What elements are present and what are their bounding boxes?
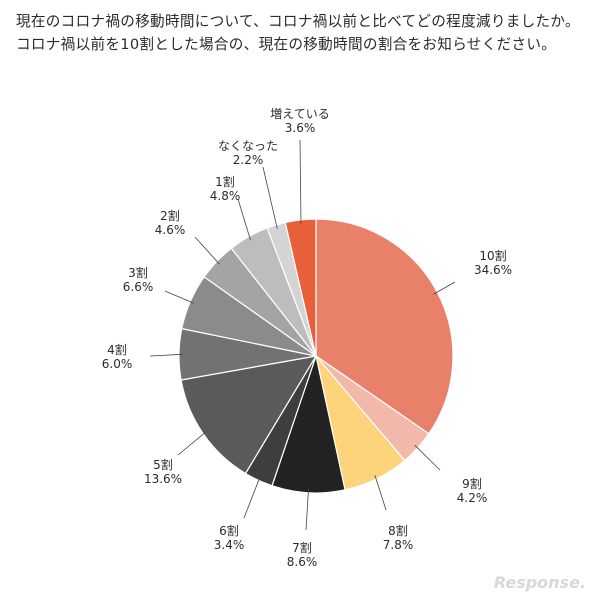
leader-line bbox=[237, 198, 251, 241]
slice-value-label: 4.8% bbox=[210, 189, 241, 203]
slice-category-label: 4割 bbox=[107, 342, 127, 357]
slice-category-label: 9割 bbox=[462, 476, 482, 491]
slice-label: 3割 6.6% bbox=[123, 265, 154, 294]
svg-text:Response.: Response. bbox=[494, 573, 586, 592]
slice-label: なくなった 2.2% bbox=[218, 139, 278, 167]
slice-label: 1割 4.8% bbox=[210, 174, 241, 203]
leader-line bbox=[164, 290, 195, 304]
slice-category-label: 8割 bbox=[388, 523, 408, 538]
leader-line bbox=[414, 444, 441, 471]
leader-line bbox=[194, 236, 220, 265]
slice-value-label: 4.2% bbox=[457, 491, 488, 505]
slice-label: 9割 4.2% bbox=[457, 476, 488, 505]
slice-value-label: 2.2% bbox=[233, 153, 264, 167]
slice-value-label: 7.8% bbox=[383, 538, 414, 552]
chart-title: 現在のコロナ禍の移動時間について、コロナ禍以前と比べてどの程度減りましたか。コロ… bbox=[16, 13, 580, 53]
leader-line bbox=[149, 353, 184, 357]
slice-category-label: 1割 bbox=[215, 174, 235, 189]
slice-label: 2割 4.6% bbox=[155, 208, 186, 237]
slice-value-label: 3.6% bbox=[285, 121, 316, 135]
slice-category-label: 増えている bbox=[270, 107, 329, 121]
slice-category-label: 10割 bbox=[479, 248, 506, 263]
pie-slice bbox=[284, 218, 317, 357]
slice-value-label: 3.4% bbox=[214, 538, 245, 552]
leader-line bbox=[433, 281, 456, 295]
leader-line bbox=[305, 488, 309, 531]
slice-category-label: 5割 bbox=[153, 457, 173, 472]
slice-category-label: なくなった bbox=[218, 139, 278, 153]
slice-label: 10割 34.6% bbox=[474, 248, 512, 277]
leader-line bbox=[177, 431, 207, 456]
leader-line bbox=[262, 166, 278, 229]
slice-label: 8割 7.8% bbox=[383, 523, 414, 552]
slice-value-label: 34.6% bbox=[474, 263, 512, 277]
response-logo: Response. bbox=[494, 573, 586, 592]
slice-category-label: 2割 bbox=[160, 208, 180, 223]
leader-line bbox=[299, 139, 302, 224]
slice-category-label: 3割 bbox=[128, 265, 148, 280]
leader-line bbox=[374, 475, 387, 511]
leader-line bbox=[243, 476, 261, 519]
slice-value-label: 6.6% bbox=[123, 280, 154, 294]
slice-value-label: 6.0% bbox=[102, 357, 133, 371]
slice-value-label: 8.6% bbox=[287, 555, 318, 569]
slice-label: 4割 6.0% bbox=[102, 342, 133, 371]
slice-value-label: 4.6% bbox=[155, 223, 186, 237]
slice-label: 増えている 3.6% bbox=[270, 107, 329, 135]
slice-category-label: 6割 bbox=[219, 523, 239, 538]
slice-value-label: 13.6% bbox=[144, 472, 182, 486]
slice-category-label: 7割 bbox=[292, 540, 312, 555]
slice-label: 6割 3.4% bbox=[214, 523, 245, 552]
slice-label: 5割 13.6% bbox=[144, 457, 182, 486]
slice-label: 7割 8.6% bbox=[287, 540, 318, 569]
